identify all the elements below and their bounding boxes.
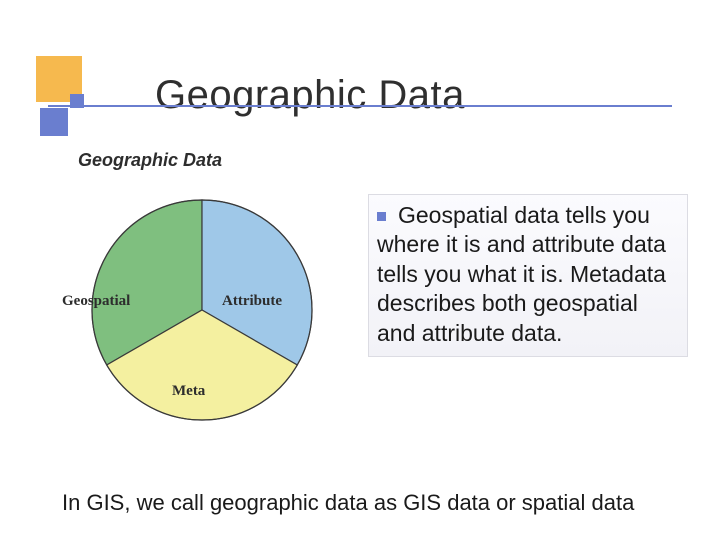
pie-label-geospatial: Geospatial — [62, 293, 130, 309]
footer-text: In GIS, we call geographic data as GIS d… — [62, 490, 634, 516]
body-text-block: Geospatial data tells you where it is an… — [368, 194, 688, 357]
pie-chart: Geospatial Attribute Meta — [52, 185, 352, 445]
slide-title: Geographic Data — [155, 73, 465, 118]
pie-label-attribute: Attribute — [222, 293, 282, 309]
pie-chart-title: Geographic Data — [78, 150, 352, 171]
deco-blue-square-1 — [40, 108, 68, 136]
bullet-square-icon — [377, 212, 386, 221]
body-paragraph: Geospatial data tells you where it is an… — [377, 202, 666, 346]
pie-chart-area: Geographic Data Geospatial Attribute Meta — [52, 150, 352, 460]
title-underline — [48, 105, 672, 107]
pie-label-meta: Meta — [172, 383, 206, 399]
slide: Geographic Data Geographic Data Geospati… — [0, 0, 720, 540]
